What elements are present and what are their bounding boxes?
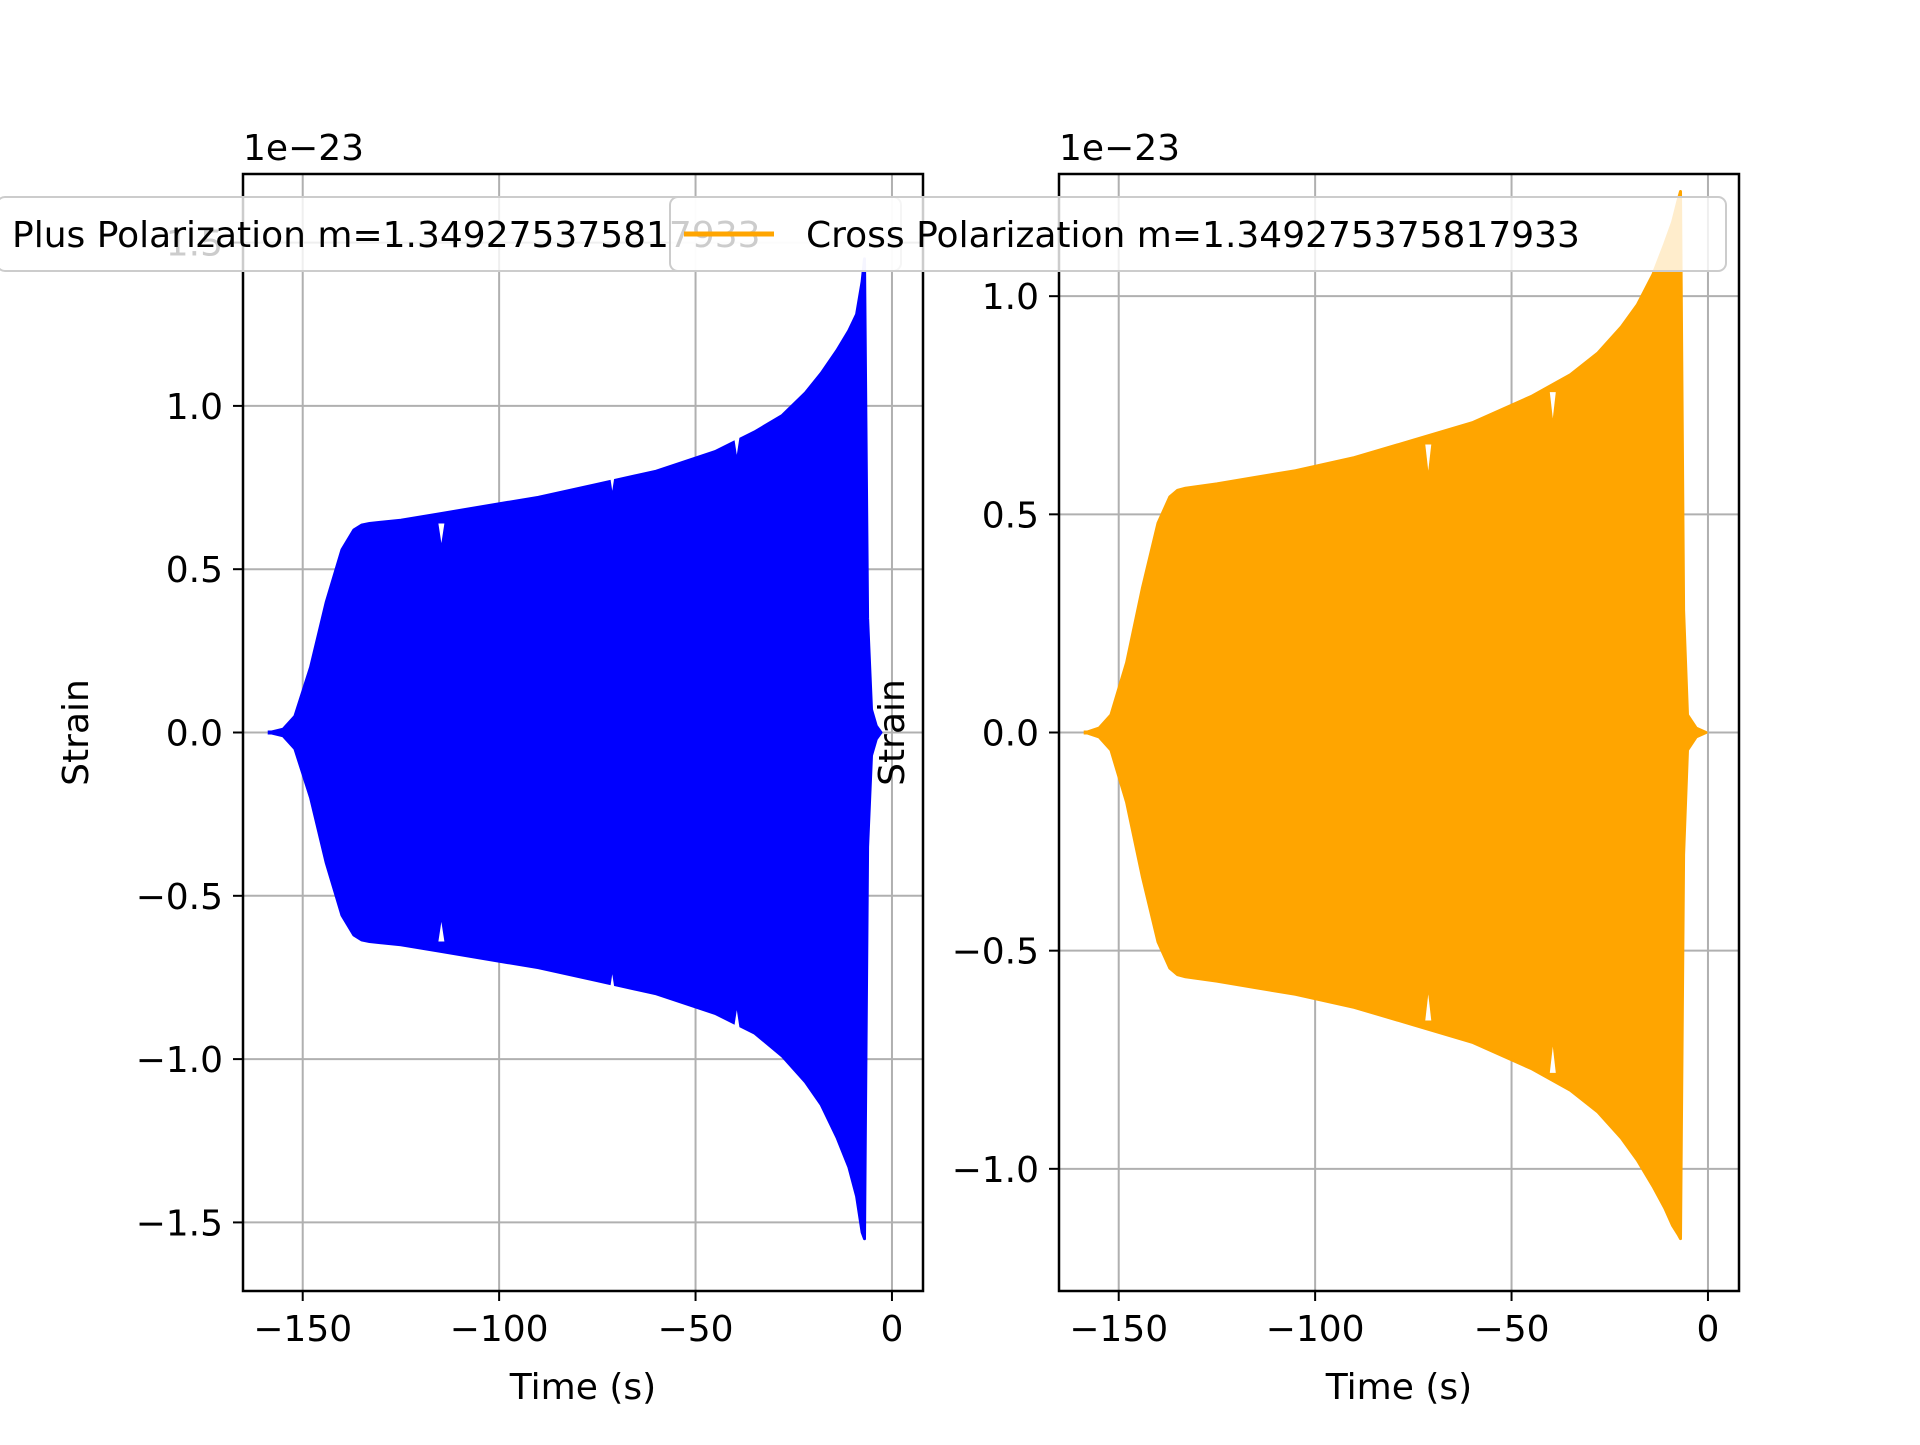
y-tick-label: 0.5 bbox=[982, 495, 1039, 536]
legend-label: Cross Polarization m=1.349275375817933 bbox=[806, 215, 1580, 256]
legend-plus-polarization: Plus Polarization m=1.349275375817933 bbox=[0, 196, 902, 272]
y-tick-label: −1.0 bbox=[952, 1150, 1039, 1191]
x-tick-label: −50 bbox=[1474, 1309, 1550, 1350]
y-axis-label: Strain bbox=[56, 679, 97, 786]
y-offset-text: 1e−23 bbox=[1059, 128, 1180, 169]
series-waveform-area bbox=[1084, 190, 1708, 1241]
series-glitch-notch bbox=[1549, 392, 1556, 419]
y-tick-label: −1.5 bbox=[136, 1203, 223, 1244]
x-tick-label: 0 bbox=[1697, 1309, 1720, 1350]
y-tick-label: 1.0 bbox=[982, 277, 1039, 318]
series-glitch-notch bbox=[1425, 994, 1432, 1021]
x-tick-label: −150 bbox=[253, 1309, 352, 1350]
x-tick-label: −50 bbox=[658, 1309, 734, 1350]
cross-polarization-panel: −150 −100 −50 0 −1.0 −0.5 0.0 0.5 1.0 1e−23 Time (… bbox=[872, 128, 1741, 1408]
series-glitch-notch bbox=[609, 974, 616, 994]
y-tick-label: 0.0 bbox=[982, 714, 1039, 755]
plot-area bbox=[1083, 190, 1708, 1241]
y-tick-label: 0.0 bbox=[166, 714, 223, 755]
legend-cross-polarization: Cross Polarization m=1.349275375817933 bbox=[669, 196, 1727, 272]
series-waveform-area bbox=[268, 257, 883, 1241]
series-glitch-notch bbox=[733, 1010, 740, 1030]
y-tick-label: −0.5 bbox=[136, 877, 223, 918]
x-tick-label: 0 bbox=[881, 1309, 904, 1350]
x-tick-label: −100 bbox=[1266, 1309, 1365, 1350]
legend-frame bbox=[669, 196, 1727, 272]
legends: Plus Polarization m=1.349275375817933 Cro… bbox=[0, 196, 1727, 272]
series-glitch-notch bbox=[609, 471, 616, 491]
series-glitch-notch bbox=[438, 921, 445, 942]
legend-label: Plus Polarization m=1.349275375817933 bbox=[12, 215, 761, 256]
y-tick-label: −1.0 bbox=[136, 1040, 223, 1081]
x-axis-label: Time (s) bbox=[1325, 1367, 1472, 1408]
series-glitch-notch bbox=[438, 523, 445, 544]
y-tick-label: 1.0 bbox=[166, 387, 223, 428]
series-glitch-notch bbox=[733, 435, 740, 455]
x-tick-label: −100 bbox=[450, 1309, 549, 1350]
plot-area bbox=[267, 257, 883, 1241]
y-offset-text: 1e−23 bbox=[243, 128, 364, 169]
x-axis-label: Time (s) bbox=[509, 1367, 656, 1408]
x-tick-label: −150 bbox=[1069, 1309, 1168, 1350]
y-axis-label: Strain bbox=[872, 679, 913, 786]
y-tick-label: −0.5 bbox=[952, 932, 1039, 973]
series-glitch-notch bbox=[1549, 1046, 1556, 1073]
series-glitch-notch bbox=[1425, 444, 1432, 471]
y-tick-label: 0.5 bbox=[166, 550, 223, 591]
